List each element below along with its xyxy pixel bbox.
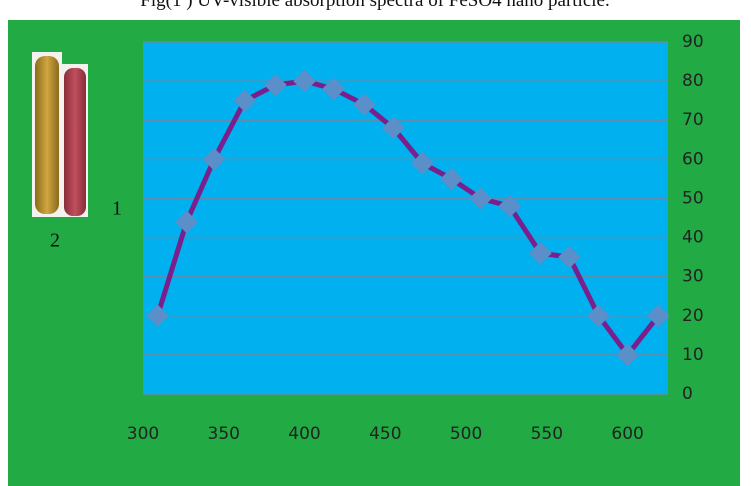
annotation: 2	[50, 230, 60, 252]
y-tick-label: 70	[682, 110, 704, 130]
y-tick-label: 90	[682, 32, 704, 52]
y-tick-label: 20	[682, 306, 704, 326]
y-tick-label: 40	[682, 228, 704, 248]
y-tick-label: 30	[682, 267, 704, 287]
y-tick-label: 50	[682, 188, 704, 208]
plot-area	[143, 42, 668, 394]
y-tick-label: 80	[682, 71, 704, 91]
y-tick-label: 0	[682, 384, 693, 404]
x-tick-label: 500	[450, 424, 482, 444]
x-tick-label: 600	[611, 424, 643, 444]
chart: Fig(1 ) UV-visible absorption spectra of…	[0, 0, 751, 486]
x-tick-label: 550	[531, 424, 563, 444]
chart-title: Fig(1 ) UV-visible absorption spectra of…	[140, 0, 609, 11]
x-tick-label: 400	[288, 424, 320, 444]
y-tick-label: 60	[682, 149, 704, 169]
annotation: 1	[112, 198, 122, 220]
tube-image	[35, 56, 59, 214]
tube-image	[64, 68, 86, 216]
y-tick-label: 10	[682, 345, 704, 365]
x-tick-label: 450	[369, 424, 401, 444]
x-tick-label: 350	[208, 424, 240, 444]
x-tick-label: 300	[127, 424, 159, 444]
